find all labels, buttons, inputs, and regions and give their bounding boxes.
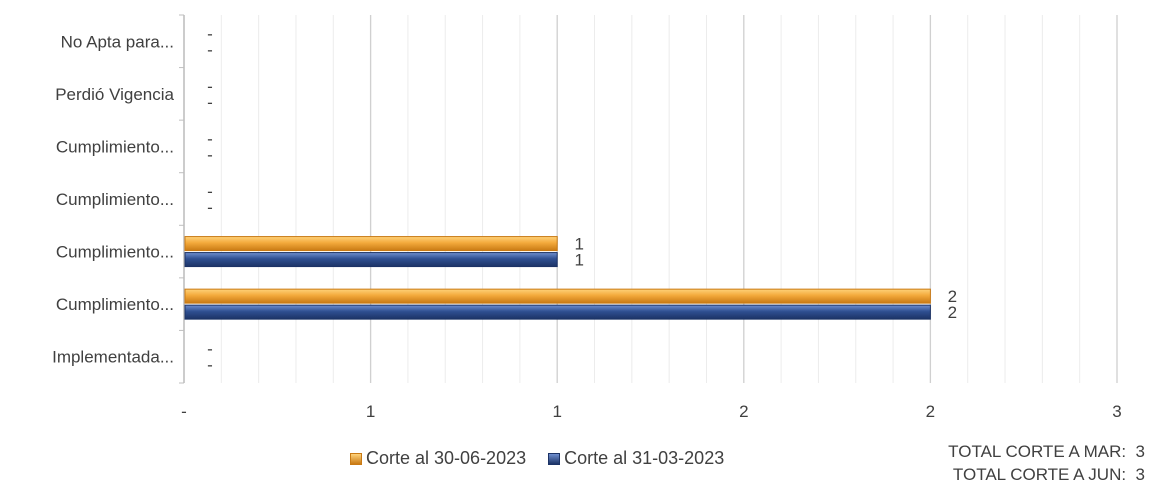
data-label: - bbox=[207, 93, 213, 112]
data-label: 2 bbox=[948, 303, 957, 322]
legend: Corte al 30-06-2023 Corte al 31-03-2023 bbox=[350, 448, 724, 469]
legend-label-series-1: Corte al 30-06-2023 bbox=[366, 448, 527, 468]
legend-swatch-series-2 bbox=[548, 452, 561, 465]
data-label: - bbox=[207, 145, 213, 164]
category-label: Perdió Vigencia bbox=[55, 85, 174, 104]
data-label: - bbox=[207, 40, 213, 59]
data-label: 2 bbox=[948, 287, 957, 306]
x-tick-label: - bbox=[181, 402, 187, 421]
legend-label-series-2: Corte al 31-03-2023 bbox=[564, 448, 725, 468]
data-label: - bbox=[207, 356, 213, 375]
total-jun-value: 3 bbox=[1135, 465, 1145, 484]
category-label: No Apta para... bbox=[61, 32, 174, 51]
x-tick-label: 1 bbox=[552, 402, 561, 421]
category-label: Cumplimiento... bbox=[56, 243, 174, 262]
total-mar: TOTAL CORTE A MAR: 3 bbox=[948, 440, 1145, 463]
data-label: - bbox=[207, 198, 213, 217]
bar-jun bbox=[184, 236, 558, 252]
data-label: - bbox=[207, 129, 213, 148]
total-jun: TOTAL CORTE A JUN: 3 bbox=[948, 463, 1145, 486]
x-tick-label: 3 bbox=[1112, 402, 1121, 421]
total-jun-label: TOTAL CORTE A JUN: bbox=[952, 465, 1127, 484]
data-label: 1 bbox=[574, 251, 583, 270]
data-label: - bbox=[207, 24, 213, 43]
data-label: - bbox=[207, 77, 213, 96]
legend-swatch-series-1 bbox=[350, 452, 362, 465]
data-label: - bbox=[207, 182, 213, 201]
category-label: Cumplimiento... bbox=[56, 295, 174, 314]
x-tick-label: 2 bbox=[926, 402, 935, 421]
legend-item-series-2: Corte al 31-03-2023 bbox=[548, 448, 724, 469]
category-label: Cumplimiento... bbox=[56, 190, 174, 209]
data-label: 1 bbox=[574, 235, 583, 254]
legend-item-series-1: Corte al 30-06-2023 bbox=[350, 448, 526, 469]
bar-jun bbox=[184, 288, 931, 304]
x-tick-label: 1 bbox=[366, 402, 375, 421]
category-label: Cumplimiento... bbox=[56, 137, 174, 156]
bar-mar bbox=[184, 304, 931, 320]
total-mar-label: TOTAL CORTE A MAR: bbox=[948, 442, 1127, 461]
bar-mar bbox=[184, 252, 558, 268]
totals-box: TOTAL CORTE A MAR: 3 TOTAL CORTE A JUN: … bbox=[948, 440, 1145, 486]
data-label: - bbox=[207, 340, 213, 359]
x-tick-label: 2 bbox=[739, 402, 748, 421]
category-label: Implementada... bbox=[52, 348, 174, 367]
total-mar-value: 3 bbox=[1135, 442, 1145, 461]
